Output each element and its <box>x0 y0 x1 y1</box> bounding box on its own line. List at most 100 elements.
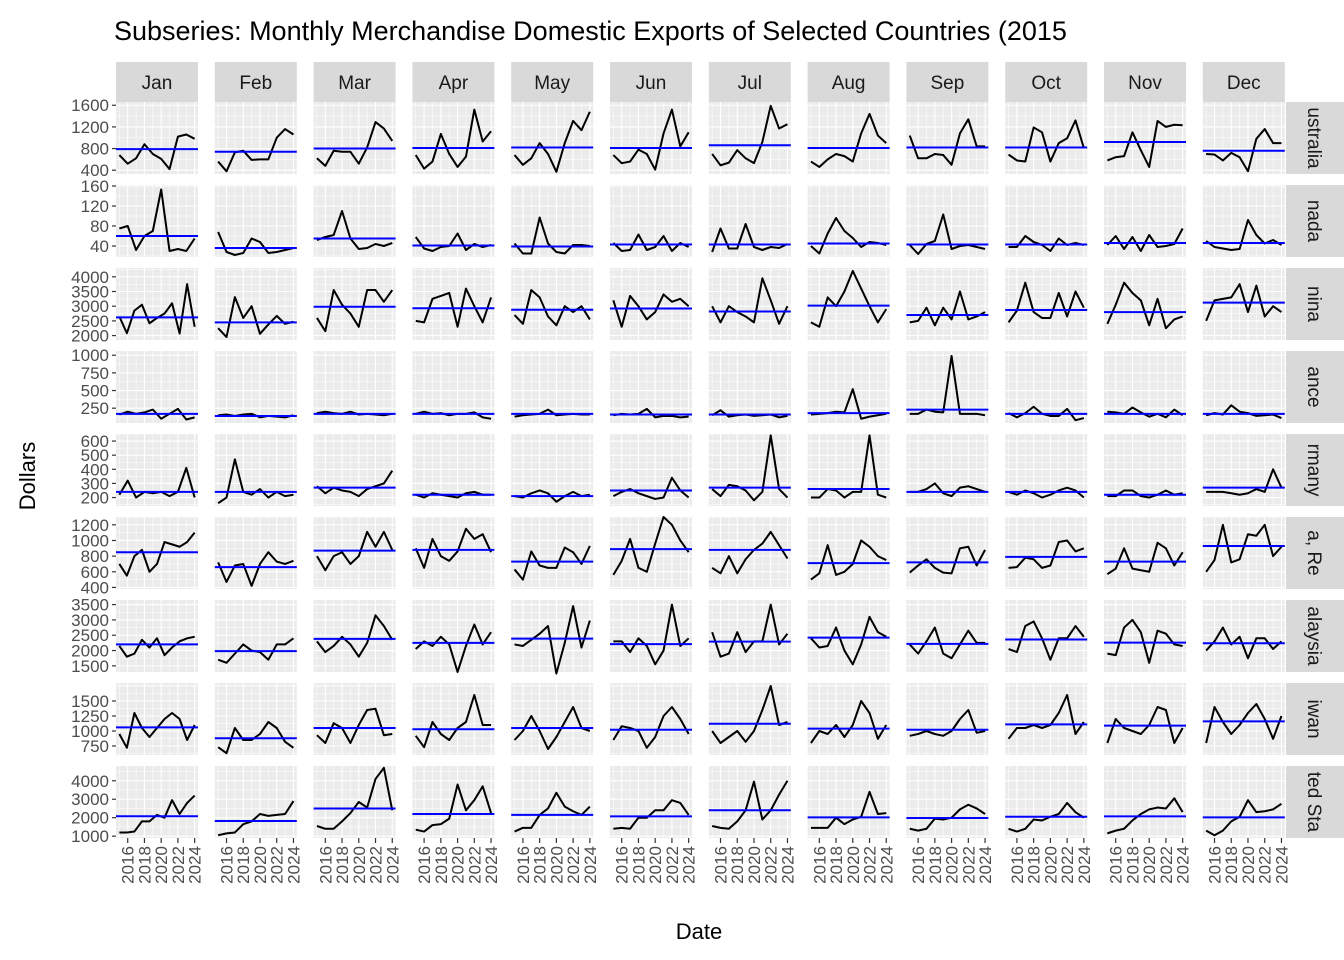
facet-panel <box>1005 268 1088 340</box>
facet-panel <box>214 268 297 340</box>
y-tick-label: 1250 <box>71 707 109 726</box>
series-line <box>612 706 690 749</box>
x-tick-label: 2022 <box>169 846 188 884</box>
panel-background <box>313 766 396 838</box>
x-tick-label: 2018 <box>432 846 451 884</box>
facet-panel <box>412 600 495 673</box>
facet-panel <box>708 185 791 257</box>
facet-panel <box>906 185 989 257</box>
month-strip-feb <box>214 62 297 102</box>
facet-panel <box>412 351 495 423</box>
facet-panel <box>610 600 692 672</box>
x-tick-label: 2022 <box>1256 846 1275 884</box>
x-tick-label: 2020 <box>745 846 764 884</box>
panel-background <box>214 766 297 838</box>
facet-panel <box>1202 351 1285 423</box>
series-line <box>810 615 887 666</box>
month-strip-label: Dec <box>1227 73 1261 94</box>
country-strip-label: ustralia <box>1303 107 1324 169</box>
x-tick-label: 2018 <box>531 846 550 884</box>
facet-panel <box>807 102 890 174</box>
facet-panel <box>708 351 791 423</box>
facet-panel <box>906 351 989 423</box>
facet-panel <box>610 102 692 174</box>
panel-background <box>412 351 495 423</box>
panel-background <box>214 434 297 506</box>
facet-panel <box>214 351 297 423</box>
panel-background <box>610 351 692 423</box>
facet-panel <box>1202 268 1285 340</box>
panel-background <box>1005 102 1088 174</box>
x-tick-label: 2022 <box>861 846 880 884</box>
month-strip-dec <box>1202 62 1285 102</box>
facet-panel <box>313 185 396 257</box>
series-line <box>810 700 888 744</box>
y-tick-label: 2500 <box>71 312 109 331</box>
month-strip-sep <box>906 62 989 102</box>
series-line <box>118 532 196 577</box>
panel-background <box>906 683 989 755</box>
panel-background <box>313 683 396 755</box>
x-tick-label: 2016 <box>712 846 731 884</box>
panel-background <box>1104 517 1186 589</box>
y-tick-label: 400 <box>81 578 109 597</box>
facet-panel <box>412 102 495 174</box>
facet-panel <box>1202 185 1285 257</box>
series-line <box>909 213 986 255</box>
panel-background <box>214 102 297 174</box>
series-line <box>1007 281 1085 323</box>
series-line <box>1107 489 1183 499</box>
panel-background <box>1202 766 1285 838</box>
x-tick-label: 2016 <box>316 846 335 884</box>
panel-background <box>708 600 791 672</box>
panel-background <box>1202 600 1285 672</box>
facet-panel <box>313 516 396 589</box>
facet-panel <box>313 433 396 506</box>
facet-panel <box>708 766 791 838</box>
facet-panel <box>214 683 297 755</box>
panel-background <box>1005 351 1088 423</box>
country-strip <box>1286 268 1344 340</box>
y-tick-label: 1000 <box>71 531 109 550</box>
x-tick-label: 2018 <box>1025 846 1044 884</box>
series-line <box>909 354 986 417</box>
facet-panel <box>610 516 692 589</box>
facet-panel <box>214 766 297 838</box>
facet-panel <box>214 516 297 589</box>
x-tick-label: 2016 <box>810 846 829 884</box>
x-tick-label: 2022 <box>663 846 682 884</box>
series-line <box>1205 283 1283 322</box>
series-line <box>316 707 393 744</box>
series-line <box>415 287 492 328</box>
facet-panel <box>807 766 890 838</box>
series-line <box>1205 219 1282 251</box>
facet-panel <box>313 600 396 672</box>
panel-background <box>116 683 198 755</box>
panel-background <box>807 683 890 755</box>
facet-panel <box>610 683 692 755</box>
facet-panel <box>116 600 198 672</box>
x-tick-label: 2024 <box>976 846 995 884</box>
panel-background <box>906 600 989 672</box>
facet-panel <box>807 600 890 672</box>
series-line <box>1007 694 1085 740</box>
panel-background <box>1104 766 1186 838</box>
y-tick-label: 600 <box>81 563 109 582</box>
month-strip-apr <box>412 62 495 102</box>
country-strip <box>1286 517 1344 589</box>
facet-panel <box>708 600 791 672</box>
series-line <box>1106 541 1184 575</box>
x-tick-label: 2016 <box>218 846 237 884</box>
facet-panel <box>412 516 495 589</box>
facet-panel <box>214 433 297 506</box>
x-tick-label: 2018 <box>926 846 945 884</box>
y-tick-label: 80 <box>90 217 109 236</box>
facet-panel <box>610 185 692 257</box>
panel-background <box>313 517 396 589</box>
x-tick-label: 2022 <box>762 846 781 884</box>
series-line <box>217 721 295 755</box>
series-line <box>513 216 590 255</box>
panel-background <box>313 351 396 423</box>
y-tick-label: 2000 <box>71 809 109 828</box>
